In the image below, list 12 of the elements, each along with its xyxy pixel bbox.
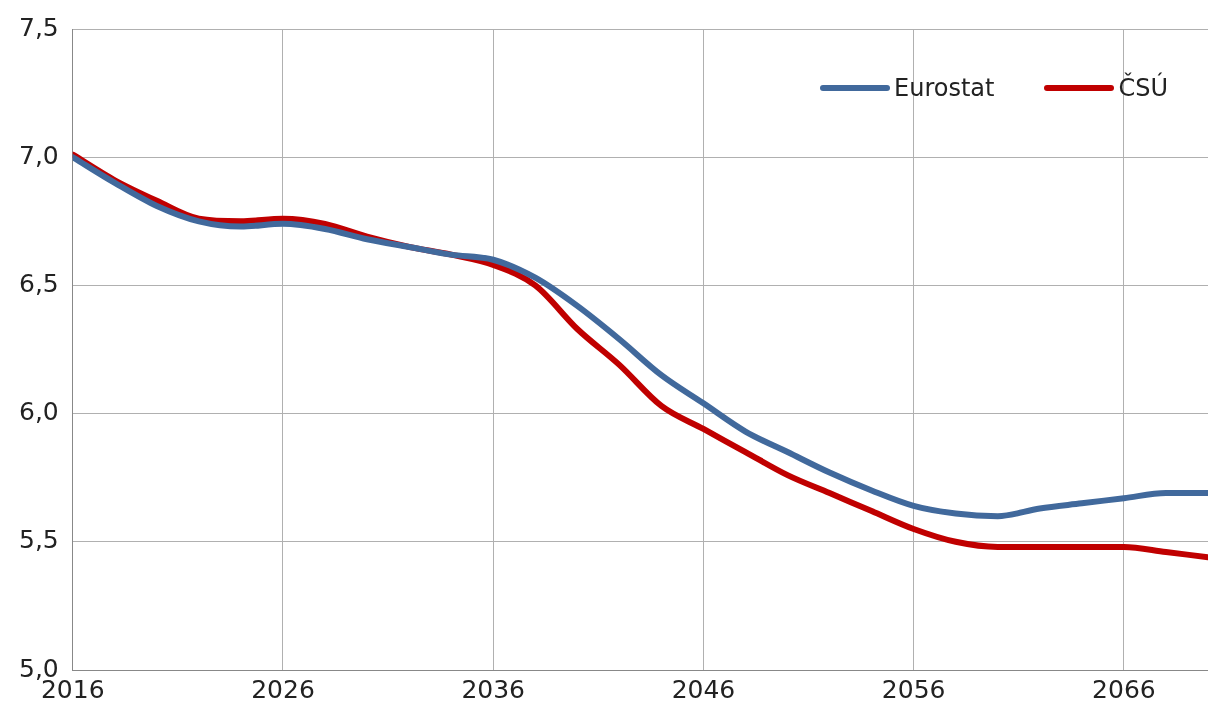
y-tick-label: 7,0 <box>18 140 59 170</box>
legend-label: ČSÚ <box>1118 74 1168 102</box>
x-tick-label: 2036 <box>461 674 526 704</box>
y-tick-label: 5,5 <box>18 525 59 555</box>
y-tick-label: 6,5 <box>18 268 59 298</box>
x-tick-label: 2026 <box>251 674 315 704</box>
legend-label: Eurostat <box>894 74 995 102</box>
x-tick-label: 2046 <box>671 674 736 704</box>
x-tick-label: 2056 <box>881 674 946 704</box>
x-tick-label: 2066 <box>1092 674 1156 704</box>
y-tick-label: 6,0 <box>18 397 59 427</box>
y-tick-label: 7,5 <box>18 12 59 42</box>
